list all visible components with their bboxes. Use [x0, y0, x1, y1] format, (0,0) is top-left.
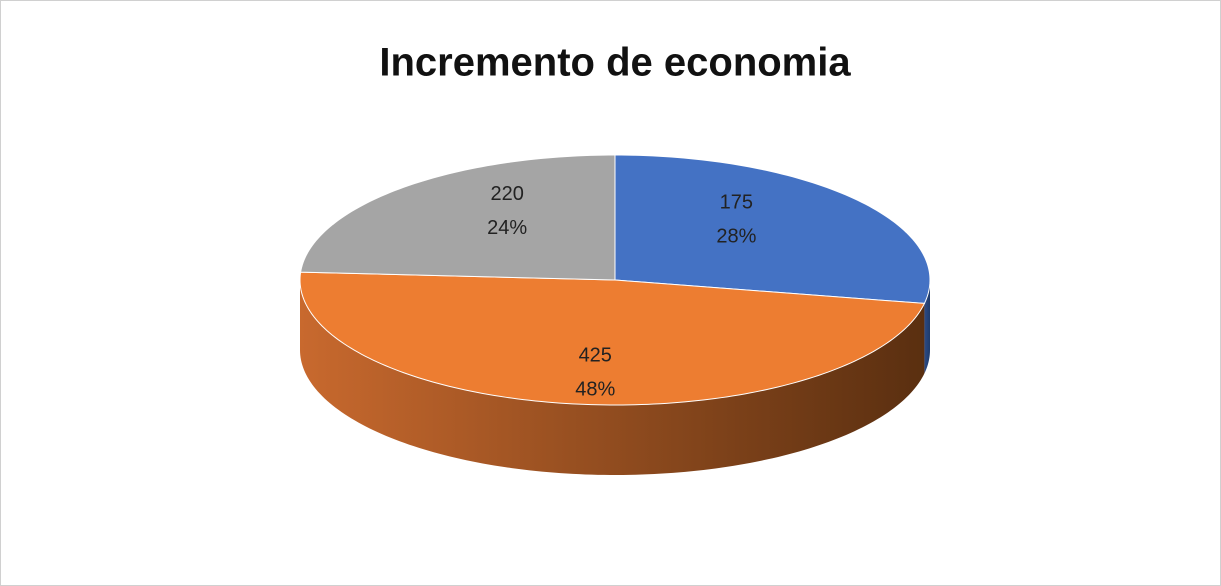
slice: [300, 154, 616, 281]
slice-side: [924, 280, 930, 374]
chart-title: Incremento de economia: [379, 41, 851, 85]
data-label: 48%: [575, 378, 615, 400]
data-label: 28%: [716, 226, 756, 248]
slice: [299, 271, 926, 406]
data-label: 175: [720, 192, 753, 214]
slice: [614, 154, 931, 304]
data-label: 220: [490, 183, 523, 205]
slice-side: [300, 280, 925, 475]
data-label: 425: [579, 344, 612, 366]
data-label: 24%: [487, 217, 527, 239]
